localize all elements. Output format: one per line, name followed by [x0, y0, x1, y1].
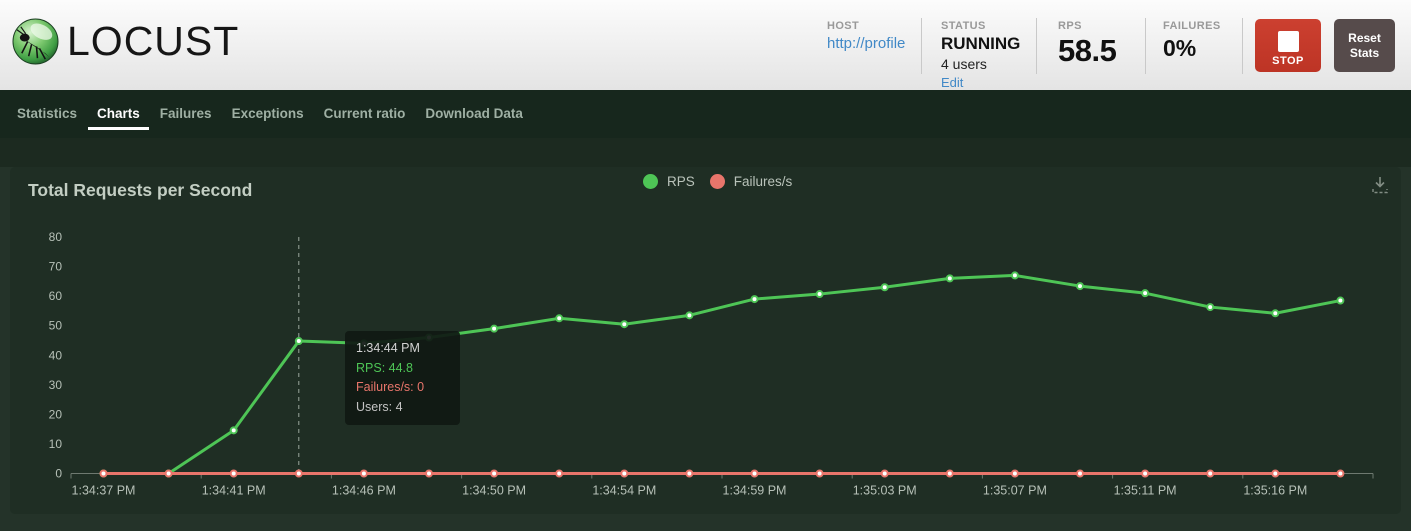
- host-link[interactable]: http://profile: [827, 35, 906, 52]
- header-divider: [1036, 18, 1037, 74]
- status-label: STATUS: [941, 20, 986, 32]
- svg-text:1:34:37 PM: 1:34:37 PM: [72, 484, 136, 498]
- header-divider: [921, 18, 922, 74]
- edit-link[interactable]: Edit: [941, 75, 964, 90]
- svg-text:20: 20: [49, 407, 63, 421]
- header-divider: [1242, 18, 1243, 74]
- user-count: 4 users: [941, 56, 987, 72]
- svg-text:1:34:50 PM: 1:34:50 PM: [462, 484, 526, 498]
- chart-title: Total Requests per Second: [28, 180, 253, 200]
- svg-text:0: 0: [55, 467, 62, 481]
- nav-band: Statistics Charts Failures Exceptions Cu…: [0, 90, 1411, 167]
- tab-current-ratio[interactable]: Current ratio: [323, 106, 406, 121]
- svg-text:70: 70: [49, 260, 63, 274]
- tab-exceptions[interactable]: Exceptions: [231, 106, 304, 121]
- rps-line-chart[interactable]: 0 10 20 30 40 50 60 70 80 1:34:37 PM 1:34:41 PM 1:3…: [10, 167, 1401, 514]
- svg-text:50: 50: [49, 319, 63, 333]
- svg-text:1:34:54 PM: 1:34:54 PM: [592, 484, 656, 498]
- svg-text:30: 30: [49, 378, 63, 392]
- legend-label-failures: Failures/s: [733, 174, 793, 189]
- svg-text:10: 10: [49, 437, 63, 451]
- main-nav: Statistics Charts Failures Exceptions Cu…: [0, 90, 1411, 138]
- svg-text:80: 80: [49, 230, 63, 244]
- legend-label-rps: RPS: [667, 174, 695, 189]
- rps-legend-dot-icon: [643, 174, 658, 189]
- host-section: HOST http://profile: [827, 20, 919, 52]
- tab-charts[interactable]: Charts: [88, 90, 149, 138]
- header-divider: [1145, 18, 1146, 74]
- app-title: LOCUST: [67, 18, 240, 64]
- svg-text:1:35:11 PM: 1:35:11 PM: [1114, 484, 1177, 498]
- failures-label: FAILURES: [1163, 20, 1221, 32]
- tab-statistics[interactable]: Statistics: [17, 106, 78, 121]
- svg-text:1:35:16 PM: 1:35:16 PM: [1243, 484, 1307, 498]
- svg-text:1:35:07 PM: 1:35:07 PM: [983, 484, 1047, 498]
- stop-button[interactable]: STOP: [1255, 19, 1321, 72]
- svg-text:60: 60: [49, 289, 63, 303]
- legend-item-rps[interactable]: RPS: [643, 174, 695, 189]
- status-value: RUNNING: [941, 34, 1021, 53]
- host-label: HOST: [827, 20, 860, 32]
- svg-text:1:35:03 PM: 1:35:03 PM: [853, 484, 917, 498]
- chart-legend: RPS Failures/s: [643, 174, 792, 189]
- failures-legend-dot-icon: [709, 174, 725, 189]
- rps-value: 58.5: [1058, 33, 1117, 68]
- rps-chart-panel: Total Requests per Second RPS Failures/s…: [10, 167, 1401, 514]
- failures-value: 0%: [1163, 35, 1197, 61]
- logo: LOCUST: [12, 18, 239, 65]
- status-section: STATUS RUNNING 4 users Edit: [941, 20, 1034, 90]
- reset-stats-button[interactable]: Reset Stats: [1334, 19, 1395, 72]
- svg-text:1:34:46 PM: 1:34:46 PM: [332, 484, 396, 498]
- stop-square-icon: [1277, 31, 1299, 52]
- legend-item-failures[interactable]: Failures/s: [709, 174, 793, 189]
- locust-logo-icon: [12, 18, 59, 65]
- svg-text:40: 40: [49, 348, 63, 362]
- tab-download-data[interactable]: Download Data: [425, 106, 523, 121]
- tab-failures[interactable]: Failures: [159, 106, 212, 121]
- svg-text:1:34:59 PM: 1:34:59 PM: [723, 484, 787, 498]
- app-header: LOCUST HOST http://profile STATUS RUNNIN…: [0, 0, 1411, 91]
- rps-section: RPS 58.5: [1058, 20, 1138, 69]
- download-icon[interactable]: [1369, 174, 1391, 196]
- stop-button-label: STOP: [1272, 55, 1304, 67]
- rps-label: RPS: [1058, 20, 1082, 32]
- failures-section: FAILURES 0%: [1163, 20, 1235, 62]
- svg-text:1:34:41 PM: 1:34:41 PM: [202, 484, 266, 498]
